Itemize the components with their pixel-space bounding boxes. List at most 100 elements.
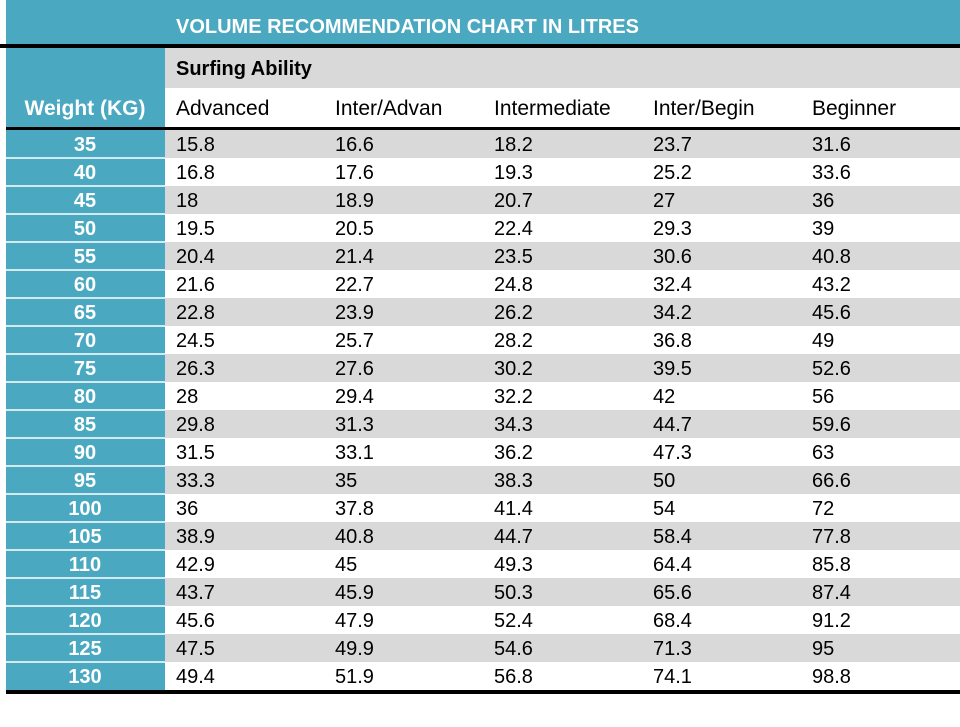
volume-value: 15.8	[176, 134, 215, 156]
column-header-4: Inter/Begin	[653, 97, 755, 120]
column-header-band	[165, 88, 960, 128]
column-header-3: Intermediate	[494, 97, 611, 120]
volume-value: 36.8	[653, 330, 692, 352]
volume-value: 39	[812, 218, 834, 240]
volume-value: 91.2	[812, 610, 851, 632]
volume-value: 43.7	[176, 582, 215, 604]
volume-value: 45.6	[812, 302, 851, 324]
weight-cell-bg	[6, 214, 165, 242]
weight-cell-bg	[6, 634, 165, 662]
volume-value: 38.3	[494, 470, 533, 492]
volume-value: 19.5	[176, 218, 215, 240]
table-row	[165, 606, 960, 634]
volume-value: 87.4	[812, 582, 851, 604]
weight-cell-bg	[6, 298, 165, 326]
volume-value: 39.5	[653, 358, 692, 380]
volume-value: 20.4	[176, 246, 215, 268]
volume-value: 47.3	[653, 442, 692, 464]
volume-value: 27.6	[335, 358, 374, 380]
weight-label: 65	[74, 302, 96, 324]
volume-value: 24.5	[176, 330, 215, 352]
volume-value: 20.5	[335, 218, 374, 240]
volume-value: 20.7	[494, 190, 533, 212]
column-header-2: Inter/Advan	[335, 97, 442, 120]
volume-value: 65.6	[653, 582, 692, 604]
weight-label: 70	[74, 330, 96, 352]
volume-value: 52.6	[812, 358, 851, 380]
weight-cell-bg	[6, 522, 165, 550]
volume-value: 54	[653, 498, 675, 520]
volume-value: 43.2	[812, 274, 851, 296]
weight-cell-bg	[6, 326, 165, 354]
volume-value: 52.4	[494, 610, 533, 632]
volume-value: 31.6	[812, 134, 851, 156]
volume-value: 27	[653, 190, 675, 212]
weight-cell-bg	[6, 494, 165, 522]
weight-cell-bg	[6, 242, 165, 270]
volume-value: 50	[653, 470, 675, 492]
volume-value: 49	[812, 330, 834, 352]
table-row	[165, 410, 960, 438]
volume-value: 33.3	[176, 470, 215, 492]
volume-value: 26.3	[176, 358, 215, 380]
weight-cell-bg	[6, 606, 165, 634]
volume-value: 30.2	[494, 358, 533, 380]
table-text: VOLUME RECOMMENDATION CHART IN LITRES Su…	[25, 16, 897, 688]
table-row	[165, 214, 960, 242]
volume-value: 63	[812, 442, 834, 464]
volume-value: 40.8	[335, 526, 374, 548]
weight-label: 100	[68, 498, 101, 520]
volume-value: 26.2	[494, 302, 533, 324]
volume-value: 35	[335, 470, 357, 492]
volume-value: 71.3	[653, 638, 692, 660]
table-row	[165, 662, 960, 690]
weight-cell-bg	[6, 354, 165, 382]
volume-value: 29.8	[176, 414, 215, 436]
volume-value: 49.4	[176, 666, 215, 688]
table-row	[165, 634, 960, 662]
volume-value: 22.7	[335, 274, 374, 296]
weight-column-header: Weight (KG)	[25, 97, 146, 120]
table-row	[165, 522, 960, 550]
volume-value: 31.5	[176, 442, 215, 464]
weight-cell-bg	[6, 662, 165, 690]
volume-value: 58.4	[653, 526, 692, 548]
volume-value: 59.6	[812, 414, 851, 436]
volume-value: 68.4	[653, 610, 692, 632]
weight-cell-bg	[6, 158, 165, 186]
volume-value: 30.6	[653, 246, 692, 268]
volume-value: 45.6	[176, 610, 215, 632]
table-row	[165, 130, 960, 158]
weight-cell-bg	[6, 550, 165, 578]
volume-value: 33.1	[335, 442, 374, 464]
table-background	[0, 0, 960, 690]
weight-label: 40	[74, 162, 96, 184]
title-underline	[0, 44, 960, 48]
weight-label: 120	[68, 610, 101, 632]
weight-label: 80	[74, 386, 96, 408]
volume-value: 74.1	[653, 666, 692, 688]
volume-value: 77.8	[812, 526, 851, 548]
surfing-ability-label: Surfing Ability	[176, 58, 313, 80]
table-row	[165, 158, 960, 186]
column-header-5: Beginner	[812, 97, 896, 120]
weight-label: 130	[68, 666, 101, 688]
volume-value: 56	[812, 386, 834, 408]
weight-label: 60	[74, 274, 96, 296]
volume-value: 50.3	[494, 582, 533, 604]
volume-value: 85.8	[812, 554, 851, 576]
volume-value: 45	[335, 554, 357, 576]
volume-value: 42	[653, 386, 675, 408]
volume-value: 18	[176, 190, 198, 212]
weight-label: 110	[69, 554, 101, 576]
weight-label: 55	[74, 246, 96, 268]
column-header-1: Advanced	[176, 97, 269, 120]
weight-cell-bg	[6, 382, 165, 410]
volume-value: 34.3	[494, 414, 533, 436]
table-row	[165, 186, 960, 214]
volume-value: 47.5	[176, 638, 215, 660]
volume-value: 16.6	[335, 134, 374, 156]
volume-value: 32.4	[653, 274, 692, 296]
volume-value: 38.9	[176, 526, 215, 548]
